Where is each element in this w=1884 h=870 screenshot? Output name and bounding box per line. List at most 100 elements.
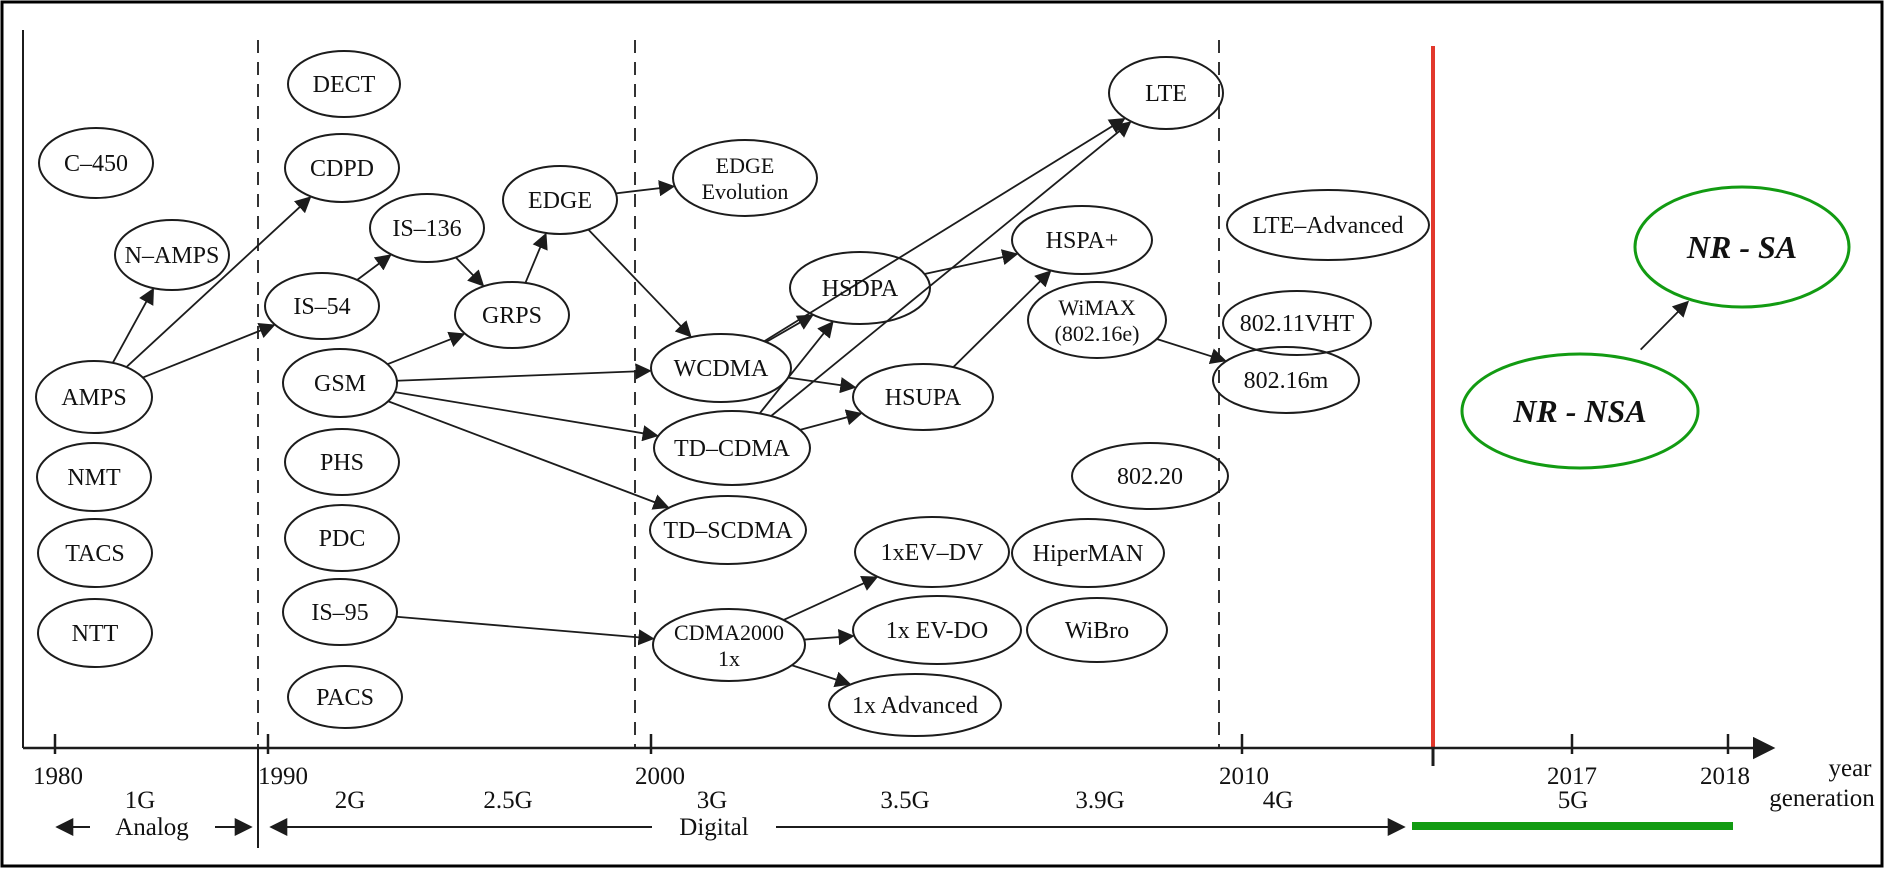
node-label: NR - SA <box>1686 229 1797 265</box>
node-ellipse <box>454 281 570 349</box>
node-label: LTE <box>1145 81 1187 107</box>
node-hiperman: HiperMAN <box>1011 518 1165 588</box>
edge-gsm-wcdma <box>396 363 652 382</box>
edge-tdcdma-hsupa <box>799 409 863 431</box>
node-label: 802.11VHT <box>1240 311 1355 337</box>
node-ellipse <box>650 333 792 403</box>
node-pacs: PACS <box>287 665 403 729</box>
node-label: N–AMPS <box>125 243 220 269</box>
axis-caption-year: year <box>1828 755 1872 782</box>
node-adv: 1x Advanced <box>828 673 1002 737</box>
node-label: EDGE <box>528 188 592 214</box>
node-ellipse <box>287 50 401 118</box>
node-label: IS–54 <box>293 294 350 320</box>
node-label: WCDMA <box>674 356 769 382</box>
edge-amps-namps <box>111 287 154 364</box>
node-evdo: 1x EV-DO <box>852 595 1022 665</box>
node-ellipse <box>37 598 153 668</box>
year-label-2010: 2010 <box>1219 763 1269 790</box>
node-is54: IS–54 <box>264 272 380 340</box>
edge-nrnsa-nrsa <box>1640 300 1690 351</box>
node-label: WiBro <box>1065 618 1129 644</box>
year-label-2017: 2017 <box>1547 763 1597 790</box>
node-label: 802.16m <box>1244 368 1329 394</box>
gen-label-3.9G: 3.9G <box>1075 787 1124 814</box>
node-tacs: TACS <box>37 518 153 588</box>
gen-label-2.5G: 2.5G <box>483 787 532 814</box>
node-ellipse <box>36 442 152 512</box>
node-label: AMPS <box>61 385 126 411</box>
node-edge: EDGE <box>502 165 618 235</box>
analog-era-label: Analog <box>115 814 189 841</box>
edge-gsm-tdcdma <box>394 391 659 442</box>
node-wibro: WiBro <box>1026 597 1168 663</box>
analog-era: Analog <box>55 814 253 841</box>
node-label: IS–136 <box>392 216 461 242</box>
node-ellipse <box>1071 442 1229 510</box>
node-label: PHS <box>320 450 364 476</box>
node-label: TD–CDMA <box>674 436 791 462</box>
node-ellipse <box>282 348 398 418</box>
node-ellipse <box>852 363 994 431</box>
node-label: EDGE <box>716 153 775 178</box>
node-ellipse <box>287 665 403 729</box>
gen-label-2G: 2G <box>335 787 366 814</box>
node-phs: PHS <box>284 428 400 496</box>
node-is95: IS–95 <box>282 578 398 646</box>
node-amps: AMPS <box>35 360 153 434</box>
node-vht: 802.11VHT <box>1222 290 1372 356</box>
node-label: HSUPA <box>885 385 962 411</box>
node-ellipse <box>672 139 818 217</box>
node-ellipse <box>284 428 400 496</box>
node-ellipse <box>284 504 400 572</box>
year-label-2000: 2000 <box>635 763 685 790</box>
year-label-2018: 2018 <box>1700 763 1750 790</box>
node-n16m: 802.16m <box>1212 346 1360 414</box>
node-label: NTT <box>72 621 119 647</box>
node-ntt: NTT <box>37 598 153 668</box>
gen-label-5G: 5G <box>1558 787 1589 814</box>
node-label: DECT <box>313 72 376 98</box>
node-ellipse <box>1108 56 1224 130</box>
node-ellipse <box>38 127 154 199</box>
node-label: 802.20 <box>1117 464 1183 490</box>
edge-hsdpa-hspaplus <box>924 249 1019 275</box>
edge-hsupa-hspaplus <box>952 270 1052 368</box>
node-pdc: PDC <box>284 504 400 572</box>
node-tdscdma: TD–SCDMA <box>649 495 807 565</box>
node-ellipse <box>1460 352 1700 470</box>
node-label: NR - NSA <box>1512 393 1646 429</box>
node-wimax: WiMAX(802.16e) <box>1027 281 1167 359</box>
node-label: GSM <box>314 371 366 397</box>
node-ellipse <box>652 608 806 682</box>
edge-amps-cdpd <box>125 196 312 368</box>
node-label: PDC <box>319 526 366 552</box>
gen-label-1G: 1G <box>125 787 156 814</box>
node-label: CDMA2000 <box>674 620 784 645</box>
node-hspaplus: HSPA+ <box>1011 205 1153 275</box>
node-ellipse <box>1222 290 1372 356</box>
node-ellipse <box>284 133 400 203</box>
node-dect: DECT <box>287 50 401 118</box>
node-label: HiperMAN <box>1033 541 1144 567</box>
node-wcdma: WCDMA <box>650 333 792 403</box>
node-label: 1x Advanced <box>852 693 978 719</box>
node-ellipse <box>1026 597 1168 663</box>
node-label: HSDPA <box>822 276 899 302</box>
node-ellipse <box>37 518 153 588</box>
gen-label-3G: 3G <box>697 787 728 814</box>
edge-edge-edgeevo <box>615 180 676 197</box>
node-evdv: 1xEV–DV <box>854 516 1010 588</box>
node-ellipse <box>1027 281 1167 359</box>
node-hsdpa: HSDPA <box>789 251 931 325</box>
edge-wimax-n16m <box>1156 338 1227 364</box>
node-label: CDPD <box>310 156 374 182</box>
node-lte: LTE <box>1108 56 1224 130</box>
node-ellipse <box>854 516 1010 588</box>
node-ellipse <box>1226 189 1430 261</box>
node-ellipse <box>852 595 1022 665</box>
digital-era-label: Digital <box>679 814 748 841</box>
